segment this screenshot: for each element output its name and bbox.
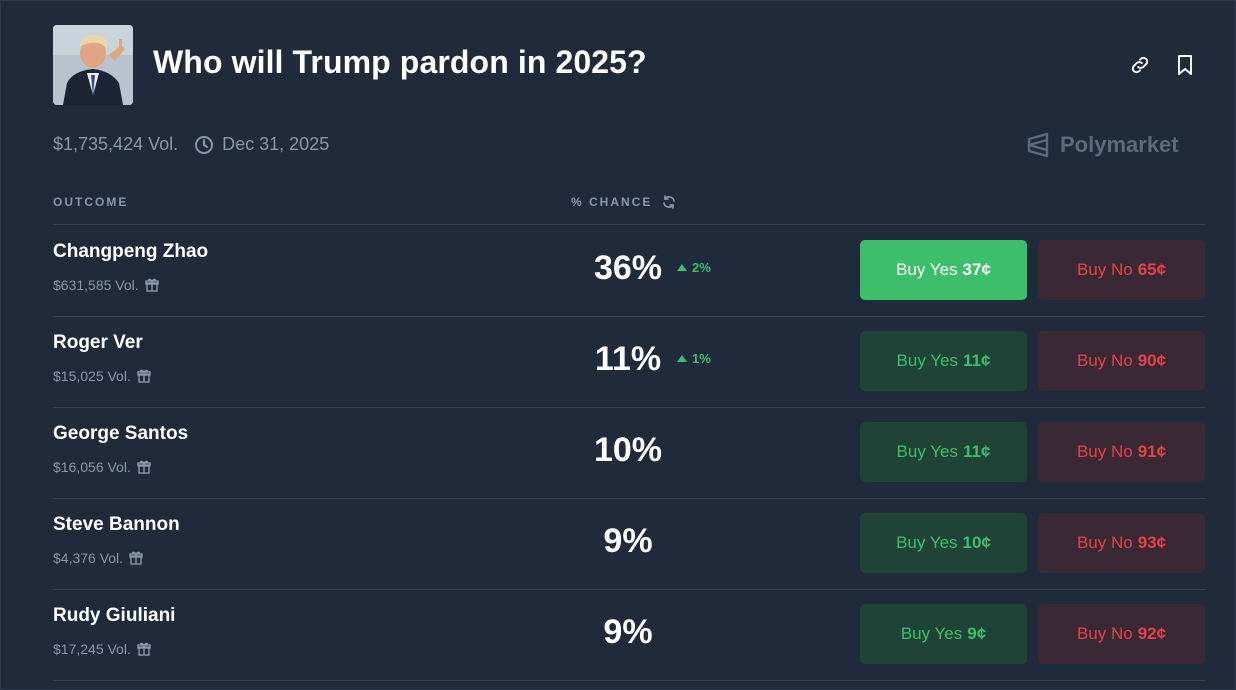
column-header-chance: % CHANCE: [571, 195, 676, 209]
buy-yes-price: 9¢: [967, 624, 987, 643]
outcome-volume: $631,585 Vol.: [53, 277, 159, 293]
outcome-row: Changpeng Zhao $631,585 Vol. 36% 2% Buy …: [53, 225, 1205, 316]
outcome-chance: 11%: [594, 340, 662, 378]
buy-yes-label: Buy Yes: [896, 351, 958, 370]
divider: [53, 316, 1205, 317]
up-arrow-icon: [677, 355, 687, 362]
outcome-name[interactable]: Roger Ver: [53, 332, 143, 353]
outcome-row: Steve Bannon $4,376 Vol. 9% Buy Yes 10¢ B…: [53, 498, 1205, 589]
outcome-name[interactable]: Steve Bannon: [53, 514, 180, 535]
buy-no-price: 65¢: [1137, 260, 1167, 279]
buy-no-label: Buy No: [1076, 533, 1133, 552]
chance-delta: 2%: [677, 260, 711, 275]
buy-no-label: Buy No: [1076, 351, 1133, 370]
chance-delta-value: 1%: [692, 351, 711, 366]
column-header-chance-label: % CHANCE: [571, 195, 653, 209]
buy-no-price: 93¢: [1137, 533, 1167, 552]
brand-name: Polymarket: [1060, 132, 1179, 157]
outcome-volume: $4,376 Vol.: [53, 550, 143, 566]
buy-no-price: 92¢: [1137, 624, 1167, 643]
outcome-chance: 9%: [603, 613, 653, 651]
buy-no-label: Buy No: [1076, 260, 1133, 279]
buy-yes-button[interactable]: Buy Yes 37¢: [860, 240, 1027, 300]
outcome-volume-text: $4,376 Vol.: [53, 550, 124, 566]
column-header-outcome: OUTCOME: [53, 195, 129, 209]
market-end-date: Dec 31, 2025: [222, 134, 330, 154]
divider: [53, 498, 1205, 499]
outcome-volume-text: $631,585 Vol.: [53, 277, 139, 293]
buy-no-button[interactable]: Buy No 93¢: [1038, 513, 1205, 573]
buy-no-price: 91¢: [1137, 442, 1167, 461]
buy-yes-label: Buy Yes: [896, 533, 958, 552]
buy-no-button[interactable]: Buy No 65¢: [1038, 240, 1205, 300]
outcome-volume: $17,245 Vol.: [53, 641, 151, 657]
buy-yes-price: 10¢: [962, 533, 991, 552]
buy-yes-button[interactable]: Buy Yes 11¢: [860, 422, 1027, 482]
link-icon[interactable]: [1128, 53, 1152, 77]
gift-icon[interactable]: [137, 369, 151, 383]
buy-yes-button[interactable]: Buy Yes 9¢: [860, 604, 1027, 664]
outcome-row: Rudy Giuliani $17,245 Vol. 9% Buy Yes 9¢ …: [53, 589, 1205, 680]
buy-no-label: Buy No: [1076, 442, 1133, 461]
buy-yes-button[interactable]: Buy Yes 11¢: [860, 331, 1027, 391]
divider: [53, 589, 1205, 590]
chance-delta-value: 2%: [692, 260, 711, 275]
outcome-volume: $15,025 Vol.: [53, 368, 151, 384]
buy-no-price: 90¢: [1137, 351, 1167, 370]
outcome-row: George Santos $16,056 Vol. 10% Buy Yes 11…: [53, 407, 1205, 498]
outcome-chance: 36%: [593, 249, 663, 287]
outcome-chance: 10%: [593, 431, 663, 469]
buy-yes-button[interactable]: Buy Yes 10¢: [860, 513, 1027, 573]
buy-yes-price: 37¢: [962, 260, 991, 279]
buy-yes-price: 11¢: [963, 351, 991, 370]
buy-yes-price: 11¢: [963, 442, 991, 461]
outcome-volume-text: $16,056 Vol.: [53, 459, 131, 475]
market-image: [53, 25, 133, 105]
outcome-volume-text: $17,245 Vol.: [53, 641, 131, 657]
outcome-volume: $16,056 Vol.: [53, 459, 151, 475]
outcome-name[interactable]: Rudy Giuliani: [53, 605, 176, 626]
buy-no-label: Buy No: [1076, 624, 1133, 643]
gift-icon[interactable]: [144, 278, 159, 292]
gift-icon[interactable]: [137, 460, 151, 474]
outcome-chance: 9%: [603, 522, 653, 560]
divider: [53, 224, 1205, 225]
gift-icon[interactable]: [129, 551, 143, 565]
buy-no-button[interactable]: Buy No 91¢: [1038, 422, 1205, 482]
buy-no-button[interactable]: Buy No 90¢: [1038, 331, 1205, 391]
outcome-row: Roger Ver $15,025 Vol. 11% 1% Buy Yes 11¢…: [53, 316, 1205, 407]
refresh-icon[interactable]: [662, 195, 676, 209]
bookmark-icon[interactable]: [1173, 53, 1197, 77]
buy-yes-label: Buy Yes: [896, 442, 958, 461]
chance-delta: 1%: [677, 351, 711, 366]
divider: [53, 680, 1205, 681]
outcome-volume-text: $15,025 Vol.: [53, 368, 131, 384]
market-meta: $1,735,424 Vol. Dec 31, 2025: [53, 134, 329, 155]
market-title: Who will Trump pardon in 2025?: [153, 44, 647, 80]
buy-yes-label: Buy Yes: [900, 624, 963, 643]
buy-no-button[interactable]: Buy No 92¢: [1038, 604, 1205, 664]
gift-icon[interactable]: [137, 642, 151, 656]
outcome-name[interactable]: Changpeng Zhao: [53, 241, 209, 262]
up-arrow-icon: [677, 264, 687, 271]
brand[interactable]: Polymarket: [1026, 132, 1179, 158]
outcome-name[interactable]: George Santos: [53, 423, 189, 444]
market-volume: $1,735,424 Vol.: [53, 134, 179, 154]
clock-icon: [194, 135, 214, 155]
buy-yes-label: Buy Yes: [896, 260, 958, 279]
divider: [53, 407, 1205, 408]
polymarket-logo-icon: [1027, 132, 1049, 158]
